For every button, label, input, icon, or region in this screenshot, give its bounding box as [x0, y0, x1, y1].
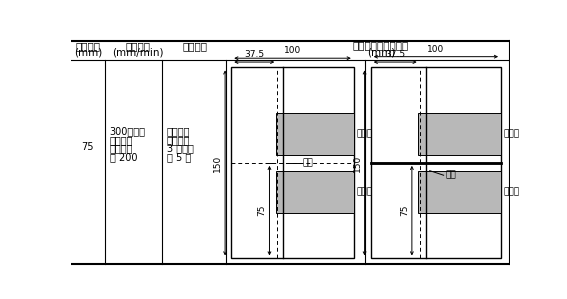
Text: 制 5 块: 制 5 块	[167, 152, 191, 162]
Bar	[371, 68, 501, 163]
Text: 300，协商: 300，协商	[109, 126, 146, 136]
Bar	[371, 163, 501, 258]
Text: 下铁锚: 下铁锚	[356, 187, 372, 196]
Text: 同意的情: 同意的情	[109, 135, 133, 145]
Text: 上铁锚: 上铁锚	[356, 130, 372, 139]
Text: 接缝: 接缝	[445, 171, 456, 180]
Text: 试样数量: 试样数量	[183, 41, 208, 51]
Bar	[276, 170, 354, 213]
Text: 接缝: 接缝	[303, 158, 314, 167]
Text: 况下可选: 况下可选	[109, 143, 133, 153]
Text: 拉伸速度: 拉伸速度	[126, 41, 151, 51]
Text: 75: 75	[257, 205, 266, 216]
Text: 下铁锚: 下铁锚	[503, 187, 519, 196]
Text: 150: 150	[353, 154, 362, 172]
Bar	[418, 113, 501, 155]
Text: 上铁锚: 上铁锚	[503, 130, 519, 139]
Text: 3 块或缝: 3 块或缝	[167, 143, 194, 153]
Bar	[276, 113, 354, 155]
Text: 100: 100	[428, 45, 445, 54]
Bar	[418, 170, 501, 213]
Text: 用 200: 用 200	[109, 152, 137, 162]
Text: (mm/min): (mm/min)	[113, 48, 164, 58]
Bar	[231, 68, 354, 258]
Text: 37.5: 37.5	[244, 50, 264, 59]
Text: (mm): (mm)	[74, 48, 102, 58]
Text: 150: 150	[213, 154, 222, 172]
Text: 隔距尺寸: 隔距尺寸	[75, 41, 100, 51]
Text: 75: 75	[82, 142, 94, 152]
Text: 75: 75	[400, 205, 409, 216]
Text: 37.5: 37.5	[385, 50, 405, 59]
Text: (mm): (mm)	[367, 48, 395, 58]
Text: 试样规格和夹持方法: 试样规格和夹持方法	[353, 40, 409, 50]
Text: 直接剪取: 直接剪取	[167, 135, 191, 145]
Text: 100: 100	[284, 46, 301, 55]
Text: 从产品上: 从产品上	[167, 126, 191, 136]
